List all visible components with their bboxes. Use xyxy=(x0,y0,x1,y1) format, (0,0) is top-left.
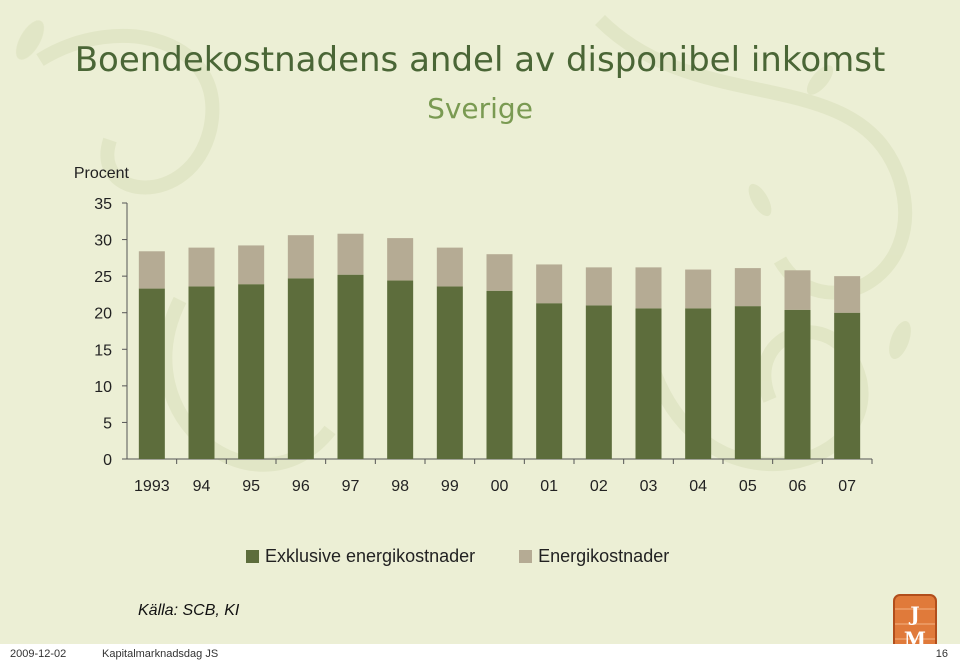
bar-segment-exklusive xyxy=(287,278,314,459)
bar-segment-energi xyxy=(238,245,265,285)
source-note: Källa: SCB, KI xyxy=(138,602,240,619)
legend-label-energi: Energikostnader xyxy=(538,545,670,566)
y-tick-label: 5 xyxy=(103,415,112,432)
footer-bar xyxy=(0,644,960,664)
x-tick-label: 07 xyxy=(838,478,856,495)
x-tick-label: 98 xyxy=(391,478,409,495)
svg-text:J: J xyxy=(908,602,919,626)
x-tick-label: 1993 xyxy=(134,478,170,495)
bar-segment-exklusive xyxy=(635,308,662,459)
x-tick-label: 01 xyxy=(540,478,558,495)
x-tick-label: 06 xyxy=(789,478,807,495)
footer-page-number: 16 xyxy=(935,648,948,660)
y-axis-label: Procent xyxy=(74,165,130,182)
bar-segment-energi xyxy=(685,269,712,309)
legend-item-exklusive: Exklusive energikostnader xyxy=(246,546,475,567)
bar-segment-energi xyxy=(536,264,563,304)
legend-swatch-exklusive xyxy=(246,549,259,563)
y-tick-label: 15 xyxy=(94,342,112,359)
chart-legend: Exklusive energikostnader Energikostnade… xyxy=(246,545,713,567)
jm-logo: J M xyxy=(893,594,937,654)
chart-title: Boendekostnadens andel av disponibel ink… xyxy=(74,40,886,80)
legend-swatch-energi xyxy=(519,549,533,563)
bar-segment-energi xyxy=(784,270,811,310)
bar-segment-exklusive xyxy=(138,288,165,459)
bar-segment-energi xyxy=(138,251,165,289)
y-tick-label: 35 xyxy=(94,196,112,213)
bar-segment-energi xyxy=(287,235,314,279)
bar-segment-exklusive xyxy=(834,312,861,459)
x-tick-label: 05 xyxy=(739,478,757,495)
bar-segment-energi xyxy=(436,247,463,287)
bar-segment-exklusive xyxy=(337,274,364,459)
legend-label-exklusive: Exklusive energikostnader xyxy=(265,545,476,566)
y-tick-label: 30 xyxy=(94,233,112,250)
x-tick-label: 04 xyxy=(689,478,707,495)
bar-segment-energi xyxy=(734,268,761,307)
bar-segment-energi xyxy=(486,254,513,291)
x-tick-label: 02 xyxy=(590,478,608,495)
bar-segment-energi xyxy=(387,238,414,281)
legend-item-energi: Energikostnader xyxy=(519,546,669,567)
x-tick-label: 03 xyxy=(640,478,658,495)
bar-segment-energi xyxy=(635,267,662,309)
bar-segment-energi xyxy=(834,276,861,313)
y-tick-label: 25 xyxy=(94,269,112,286)
bar-segment-exklusive xyxy=(784,309,811,459)
x-tick-label: 94 xyxy=(193,478,211,495)
bar-segment-exklusive xyxy=(585,305,612,459)
bar-segment-energi xyxy=(585,267,612,306)
footer-name: Kapitalmarknadsdag JS xyxy=(102,648,219,660)
y-tick-label: 10 xyxy=(94,379,112,396)
bar-segment-energi xyxy=(337,233,364,275)
y-tick-label: 20 xyxy=(94,306,112,323)
x-tick-label: 99 xyxy=(441,478,459,495)
y-tick-label: 0 xyxy=(103,452,112,469)
bar-segment-energi xyxy=(188,247,215,287)
bar-segment-exklusive xyxy=(238,284,265,459)
bar-segment-exklusive xyxy=(536,303,563,459)
bar-segment-exklusive xyxy=(387,280,414,459)
x-tick-label: 97 xyxy=(342,478,360,495)
x-tick-label: 95 xyxy=(242,478,260,495)
bar-segment-exklusive xyxy=(685,308,712,459)
footer-date: 2009-12-02 xyxy=(10,648,67,660)
x-tick-label: 00 xyxy=(491,478,509,495)
bar-segment-exklusive xyxy=(436,286,463,459)
bar-segment-exklusive xyxy=(486,290,513,459)
bar-segment-exklusive xyxy=(188,286,215,459)
x-tick-label: 96 xyxy=(292,478,310,495)
bar-segment-exklusive xyxy=(734,306,761,459)
chart-subtitle: Sverige xyxy=(427,92,533,125)
